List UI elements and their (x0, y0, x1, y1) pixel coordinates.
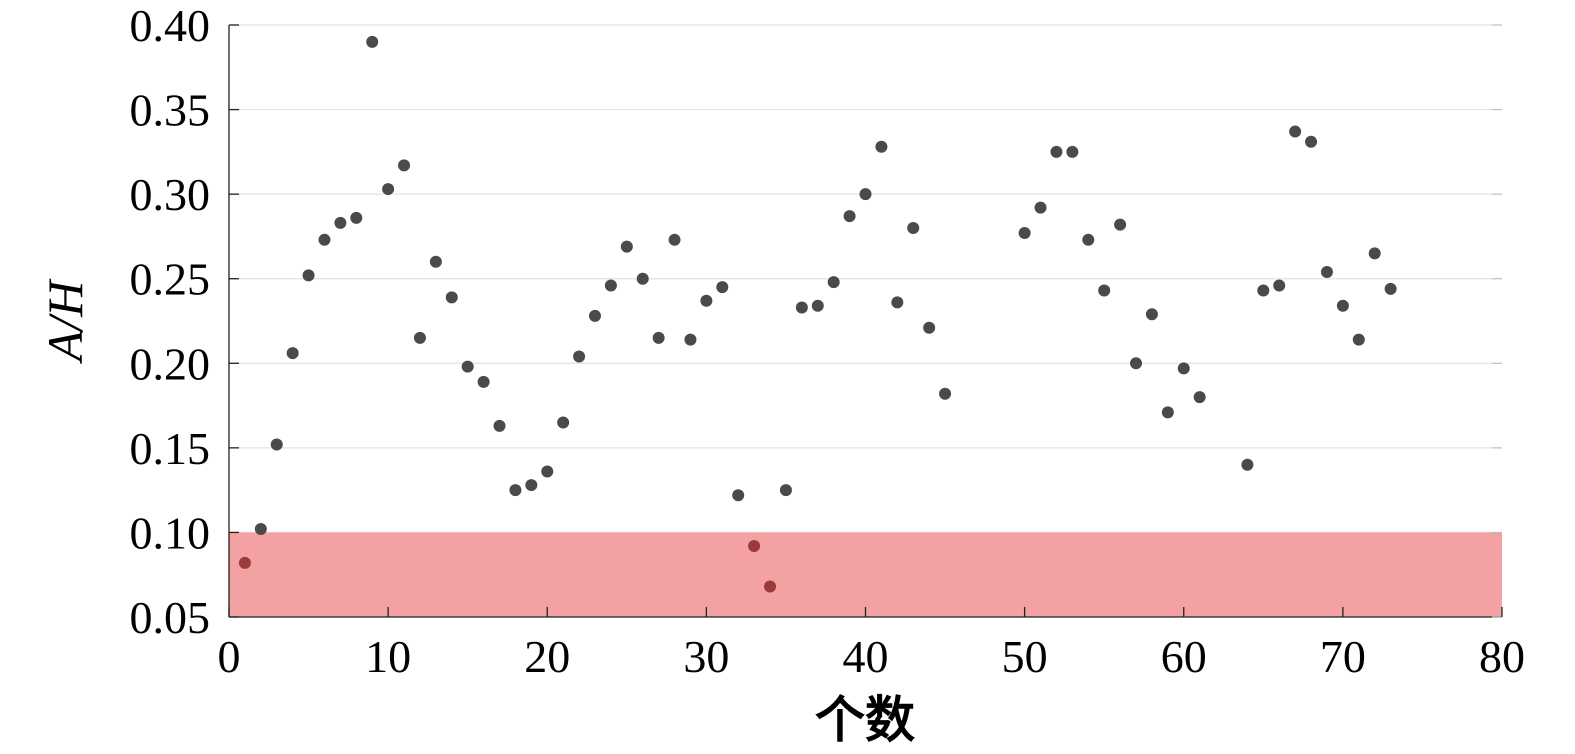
highlighted-data-point (748, 539, 761, 552)
data-point (302, 269, 315, 282)
data-point (1114, 218, 1127, 231)
data-point (398, 159, 411, 172)
data-point (923, 321, 936, 334)
x-tick-label: 10 (365, 631, 411, 682)
data-point (859, 188, 872, 201)
data-point (366, 35, 379, 48)
data-point (254, 523, 267, 536)
y-tick-label: 0.10 (130, 507, 211, 558)
x-tick-label: 50 (1002, 631, 1048, 682)
data-point (413, 331, 426, 344)
data-point (1098, 284, 1111, 297)
data-point (493, 419, 506, 432)
data-point (1273, 279, 1286, 292)
data-point (1034, 201, 1047, 214)
x-tick-label: 20 (524, 631, 570, 682)
x-axis-title: 个数 (815, 692, 915, 748)
data-point (1066, 145, 1079, 158)
data-point (811, 299, 824, 312)
data-point (1289, 125, 1302, 138)
data-point (1368, 247, 1381, 260)
tick-labels: 0.05 0.10 0.15 0.20 0.25 0.30 0.35 0.40 0 10 20 30 4… (130, 0, 1526, 682)
data-point (1082, 233, 1095, 246)
data-point (875, 140, 888, 153)
data-point (827, 276, 840, 289)
data-point (636, 272, 649, 285)
x-tick-label: 80 (1479, 631, 1525, 682)
data-point (286, 347, 299, 360)
data-point (509, 484, 522, 497)
data-point (429, 255, 442, 268)
y-tick-label: 0.05 (130, 592, 211, 643)
data-point (1130, 357, 1143, 370)
data-point (477, 375, 490, 388)
highlight-band (229, 532, 1502, 617)
data-point (652, 331, 665, 344)
data-point (334, 216, 347, 229)
x-tick-label: 30 (683, 631, 729, 682)
y-tick-label: 0.35 (130, 85, 211, 136)
data-point (779, 484, 792, 497)
highlighted-data-point (238, 556, 251, 569)
x-tick-label: 40 (843, 631, 889, 682)
data-point (1161, 406, 1174, 419)
data-point (557, 416, 570, 429)
y-axis-title: A/H (37, 278, 93, 364)
y-tick-label: 0.30 (130, 169, 211, 220)
y-tick-label: 0.15 (130, 423, 211, 474)
y-tick-label: 0.20 (130, 338, 211, 389)
x-tick-label: 60 (1161, 631, 1207, 682)
data-point (1352, 333, 1365, 346)
x-tick-label: 0 (218, 631, 241, 682)
tick-marks (228, 24, 1503, 618)
data-point (907, 221, 920, 234)
x-tick-label: 70 (1320, 631, 1366, 682)
data-point (588, 309, 601, 322)
y-tick-label: 0.40 (130, 0, 211, 51)
data-point (382, 183, 395, 196)
data-point (1320, 265, 1333, 278)
data-point (541, 465, 554, 478)
grid-lines (229, 24, 1502, 534)
highlighted-data-point (764, 580, 777, 593)
data-point (716, 281, 729, 294)
data-point (1384, 282, 1397, 295)
data-point (795, 301, 808, 314)
axes (228, 25, 1502, 618)
data-point (270, 438, 283, 451)
data-point (573, 350, 586, 363)
data-point (668, 233, 681, 246)
data-point (445, 291, 458, 304)
data-point (1336, 299, 1349, 312)
data-point (1018, 227, 1031, 240)
data-point (891, 296, 904, 309)
data-point (1177, 362, 1190, 375)
data-point (604, 279, 617, 292)
y-tick-label: 0.25 (130, 254, 211, 305)
data-point (684, 333, 697, 346)
data-point (350, 211, 363, 224)
data-point (1241, 458, 1254, 471)
data-point (732, 489, 745, 502)
data-points (238, 35, 1397, 593)
data-point (700, 294, 713, 307)
data-point (1193, 391, 1206, 404)
highlight-band-layer (229, 532, 1502, 617)
data-point (1050, 145, 1063, 158)
data-point (620, 240, 633, 253)
data-point (525, 479, 538, 492)
data-point (1145, 308, 1158, 321)
data-point (1305, 135, 1318, 148)
data-point (318, 233, 331, 246)
data-point (461, 360, 474, 373)
data-point (1257, 284, 1270, 297)
data-point (843, 210, 856, 223)
data-point (939, 387, 952, 400)
